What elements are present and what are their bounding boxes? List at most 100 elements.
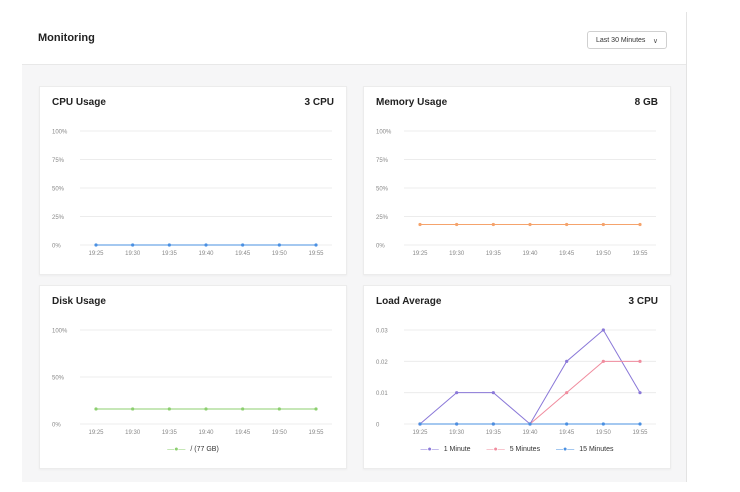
legend-label: 5 Minutes <box>509 446 541 453</box>
memory-size-label: 8 GB <box>634 97 658 108</box>
data-point <box>94 407 98 411</box>
legend-marker-icon: —●— <box>420 446 439 453</box>
y-tick-label: 75% <box>52 158 65 164</box>
data-point <box>601 328 605 332</box>
data-point <box>491 222 495 227</box>
x-tick-label: 19:55 <box>308 430 324 436</box>
x-tick-label: 19:25 <box>88 251 104 257</box>
y-tick-label: 100% <box>52 130 68 136</box>
data-point <box>491 391 495 395</box>
cpu-usage-title: CPU Usage <box>52 97 106 108</box>
data-point <box>638 359 642 363</box>
data-point <box>638 222 642 227</box>
data-point <box>565 422 569 426</box>
series-line <box>419 329 641 425</box>
data-point <box>131 407 135 411</box>
cpu-usage-chart: 0% 25% 50% 75% 100% 19:25 19:30 19:35 19:40 19:45… <box>52 130 332 257</box>
cpu-usage-card: CPU Usage 3 CPU 0% 25% 50% 75% 100% 19:25 19:3… <box>39 86 347 275</box>
data-point <box>638 422 642 426</box>
y-tick-label: 0.03 <box>376 329 388 335</box>
y-tick-label: 75% <box>376 158 389 164</box>
data-point <box>601 222 605 227</box>
y-tick-label: 0% <box>52 244 61 250</box>
time-range-select[interactable]: Last 30 Minutes ∨ <box>587 31 667 49</box>
data-point <box>241 243 245 247</box>
y-tick-label: 0.02 <box>376 360 388 366</box>
data-point <box>601 422 605 426</box>
data-point <box>241 407 245 411</box>
x-tick-label: 19:30 <box>125 251 141 257</box>
load-average-card: Load Average 3 CPU 0 0.01 0.02 0.03 19:25 19:… <box>363 285 671 469</box>
data-point <box>455 422 459 426</box>
y-tick-label: 0.01 <box>376 391 388 397</box>
x-tick-label: 19:45 <box>235 251 251 257</box>
legend-label: 1 Minute <box>443 446 471 453</box>
x-tick-label: 19:55 <box>632 251 648 257</box>
x-tick-label: 19:50 <box>596 430 612 436</box>
data-point <box>565 391 569 395</box>
data-point <box>418 222 422 227</box>
disk-usage-title: Disk Usage <box>52 296 106 307</box>
data-point <box>94 243 98 247</box>
legend-marker-icon: —●— <box>556 446 575 453</box>
x-tick-label: 19:35 <box>162 251 178 257</box>
data-point <box>314 407 318 411</box>
y-tick-label: 50% <box>376 187 389 193</box>
data-point <box>491 422 495 426</box>
legend-item[interactable]: —●— 5 Minutes <box>487 446 541 453</box>
x-tick-label: 19:25 <box>88 430 104 436</box>
disk-legend: —●— / (77 GB) <box>40 446 346 453</box>
data-point <box>418 422 422 426</box>
x-tick-label: 19:55 <box>632 430 648 436</box>
legend-label: 15 Minutes <box>579 446 614 453</box>
x-tick-label: 19:45 <box>559 430 575 436</box>
data-point <box>601 359 605 363</box>
x-tick-label: 19:40 <box>522 430 538 436</box>
legend-marker-icon: —●— <box>167 446 186 453</box>
data-point <box>277 407 281 411</box>
legend-label: / (77 GB) <box>190 446 219 453</box>
data-point <box>131 243 135 247</box>
legend-marker-icon: —●— <box>486 446 505 453</box>
memory-usage-chart: 0% 25% 50% 75% 100% 19:25 19:30 19:35 19:40 19:45… <box>376 130 656 257</box>
x-tick-label: 19:55 <box>308 251 324 257</box>
y-tick-label: 0% <box>376 244 385 250</box>
x-tick-label: 19:30 <box>125 430 141 436</box>
x-tick-label: 19:50 <box>272 251 288 257</box>
y-tick-label: 0 <box>376 423 380 429</box>
data-point <box>455 391 459 395</box>
x-tick-label: 19:35 <box>486 430 502 436</box>
data-point <box>167 407 171 411</box>
x-tick-label: 19:25 <box>412 430 428 436</box>
disk-usage-chart: 0% 50% 100% 19:25 19:30 19:35 19:40 19:45 19:50 1… <box>52 329 332 436</box>
data-point <box>455 222 459 227</box>
load-average-title: Load Average <box>376 296 442 307</box>
load-cpu-label: 3 CPU <box>628 296 658 307</box>
y-tick-label: 100% <box>376 130 392 136</box>
data-point <box>204 407 208 411</box>
y-tick-label: 50% <box>52 187 65 193</box>
x-tick-label: 19:40 <box>198 430 214 436</box>
x-tick-label: 19:45 <box>559 251 575 257</box>
data-point <box>528 222 532 227</box>
x-tick-label: 19:45 <box>235 430 251 436</box>
legend-item[interactable]: —●— 15 Minutes <box>556 446 613 453</box>
data-point <box>565 222 569 227</box>
x-tick-label: 19:40 <box>198 251 214 257</box>
chevron-down-icon: ∨ <box>652 38 658 45</box>
y-tick-label: 100% <box>52 329 68 335</box>
x-tick-label: 19:25 <box>412 251 428 257</box>
time-range-value: Last 30 Minutes <box>596 36 646 44</box>
x-tick-label: 19:30 <box>449 430 465 436</box>
x-tick-label: 19:30 <box>449 251 465 257</box>
data-point <box>638 391 642 395</box>
y-tick-label: 0% <box>52 423 61 429</box>
legend-item[interactable]: —●— / (77 GB) <box>167 446 219 453</box>
disk-usage-card: Disk Usage 0% 50% 100% 19:25 19:30 19:35 19:40… <box>39 285 347 469</box>
cpu-count-label: 3 CPU <box>304 97 334 108</box>
legend-item[interactable]: —●— 1 Minute <box>421 446 471 453</box>
memory-usage-card: Memory Usage 8 GB 0% 25% 50% 75% 100% 19:25 19… <box>363 86 671 275</box>
x-tick-label: 19:35 <box>162 430 178 436</box>
y-tick-label: 50% <box>52 376 65 382</box>
y-tick-label: 25% <box>376 215 389 221</box>
